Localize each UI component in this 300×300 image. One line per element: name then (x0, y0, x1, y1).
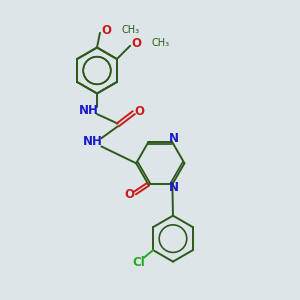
Text: N: N (169, 181, 179, 194)
Text: O: O (124, 188, 134, 201)
Text: O: O (101, 24, 111, 37)
Text: CH₃: CH₃ (121, 25, 139, 35)
Text: N: N (169, 132, 179, 145)
Text: NH: NH (83, 135, 103, 148)
Text: CH₃: CH₃ (151, 38, 169, 48)
Text: NH: NH (79, 104, 99, 117)
Text: O: O (134, 105, 144, 118)
Text: Cl: Cl (133, 256, 145, 269)
Text: O: O (132, 37, 142, 50)
